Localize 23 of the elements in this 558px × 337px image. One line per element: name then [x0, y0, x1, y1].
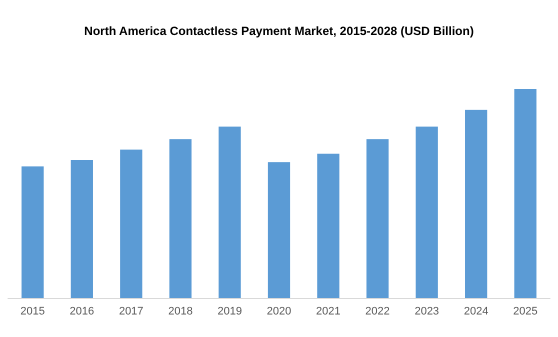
x-tick-label: 2018	[168, 306, 193, 318]
x-tick-label: 2019	[217, 306, 242, 318]
x-tick-label: 2023	[414, 306, 440, 318]
x-tick-label: 2025	[513, 306, 538, 318]
bar	[218, 126, 241, 298]
bar	[120, 150, 142, 298]
bar	[70, 160, 93, 298]
x-tick-label: 2021	[316, 306, 341, 318]
x-tick-label: 2016	[70, 306, 94, 318]
bar	[514, 89, 536, 298]
x-tick-label: 2020	[266, 306, 292, 318]
bar	[416, 126, 438, 298]
bar	[169, 139, 192, 298]
bar	[317, 154, 340, 298]
x-tick-label: 2015	[20, 306, 45, 318]
bar	[22, 166, 44, 298]
x-tick-label: 2022	[365, 306, 390, 318]
bar	[366, 139, 389, 298]
bar	[268, 162, 290, 298]
x-tick-label: 2017	[118, 306, 144, 318]
bar	[465, 110, 488, 298]
x-tick-label: 2024	[464, 306, 488, 318]
chart-title: North America Contactless Payment Market, 2015-2028 (USD Billion)	[84, 24, 474, 38]
